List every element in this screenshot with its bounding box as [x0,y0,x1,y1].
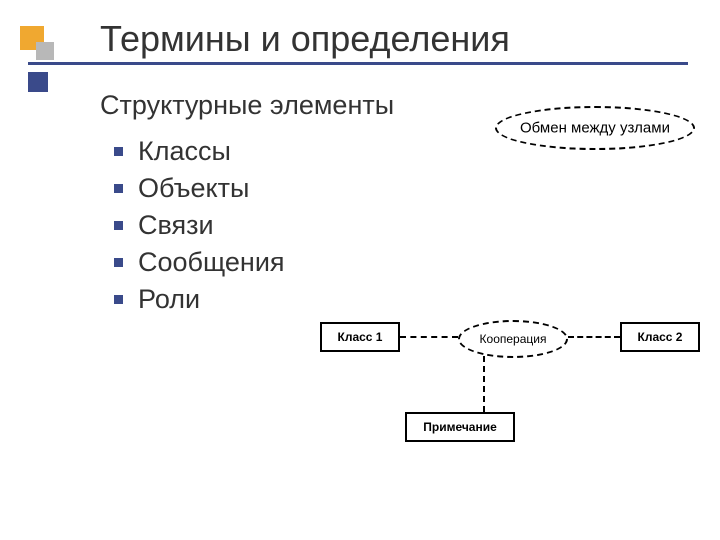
diagram-box-note: Примечание [405,412,515,442]
diagram-connector [400,336,458,338]
diagram-box-class1: Класс 1 [320,322,400,352]
box-label: Класс 2 [638,330,683,344]
list-item: Связи [100,207,720,244]
box-label: Класс 1 [338,330,383,344]
blue-accent-square [28,72,48,92]
diagram-connector-vertical [483,356,485,412]
gray-square [36,42,54,60]
slide-header: Термины и определения [0,0,720,68]
diagram-connector [568,336,620,338]
bullet-list: Классы Объекты Связи Сообщения Роли [100,133,720,318]
page-title: Термины и определения [100,18,720,60]
header-underline [28,62,688,65]
oval-label: Обмен между узлами [497,120,693,137]
diagram-box-class2: Класс 2 [620,322,700,352]
box-label: Примечание [423,420,497,434]
list-item: Роли [100,281,720,318]
list-item: Объекты [100,170,720,207]
oval-label: Кооперация [460,332,566,346]
diagram-oval-cooperation: Кооперация [458,320,568,358]
list-item: Сообщения [100,244,720,281]
diagram-oval-exchange: Обмен между узлами [495,106,695,150]
